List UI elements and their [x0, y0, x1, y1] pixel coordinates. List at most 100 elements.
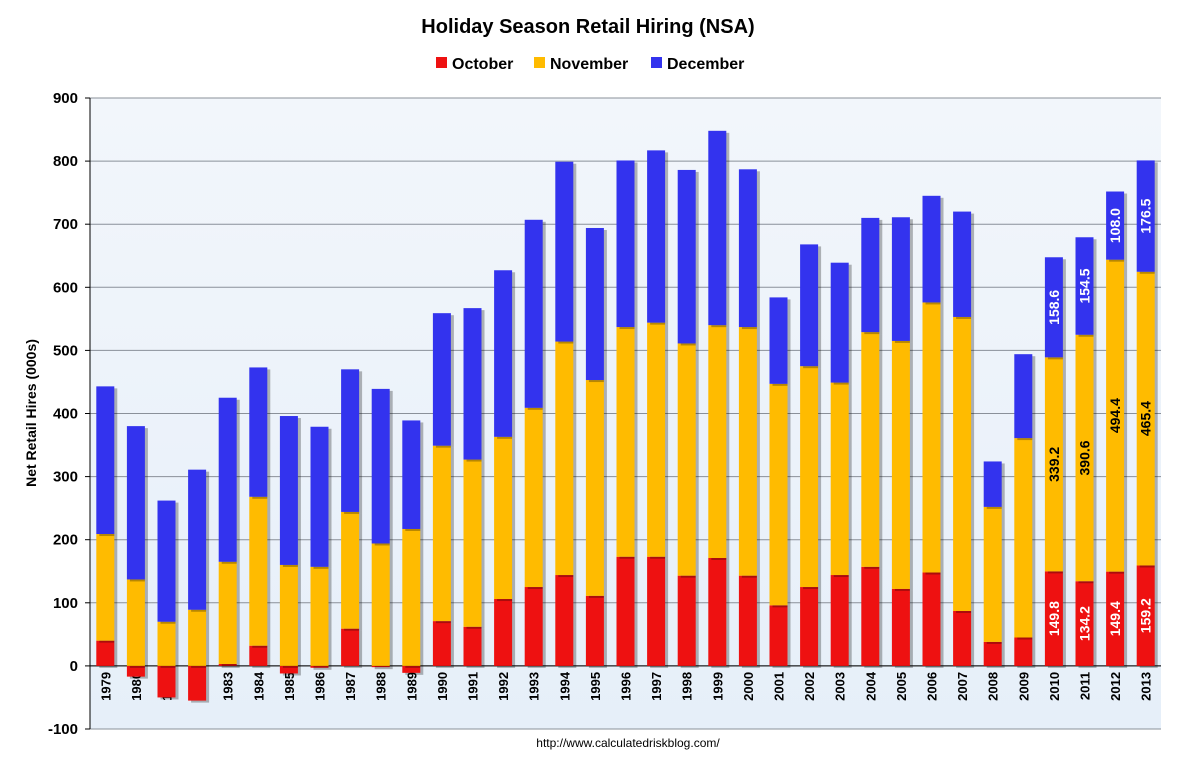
- data-label-december-2012: 108.0: [1107, 208, 1123, 243]
- data-label-december-2011: 154.5: [1077, 268, 1093, 303]
- bar-october-1994: [555, 575, 573, 666]
- x-tick-label-2008: 2008: [986, 672, 1001, 701]
- x-tick-label-1991: 1991: [466, 672, 481, 701]
- bar-november-2008: [984, 507, 1002, 642]
- bar-october-1979: [96, 641, 114, 666]
- bar-november-2003: [831, 383, 849, 575]
- x-tick-label-1983: 1983: [221, 672, 236, 701]
- bar-december-1979: [96, 386, 114, 534]
- legend-swatch-october: [436, 57, 447, 68]
- x-tick-label-2007: 2007: [955, 672, 970, 701]
- bar-november-1997: [647, 323, 665, 557]
- bar-december-1990: [433, 313, 451, 446]
- y-tick-label: 300: [53, 469, 78, 486]
- bar-november-2007: [953, 317, 971, 611]
- data-label-december-2010: 158.6: [1046, 290, 1062, 325]
- x-tick-label-2012: 2012: [1108, 672, 1123, 701]
- chart-title: Holiday Season Retail Hiring (NSA): [421, 16, 754, 38]
- bar-december-2003: [831, 263, 849, 383]
- y-tick-label: 400: [53, 406, 78, 423]
- x-tick-label-2013: 2013: [1139, 672, 1154, 701]
- x-tick-label-2003: 2003: [833, 672, 848, 701]
- bar-december-2000: [739, 169, 757, 327]
- bar-october-1982: [188, 666, 206, 701]
- bar-december-2004: [861, 218, 879, 332]
- bar-december-1998: [678, 170, 696, 344]
- bar-october-2002: [800, 587, 818, 666]
- bar-november-1986: [311, 567, 329, 666]
- bar-october-1992: [494, 599, 512, 666]
- bar-november-1993: [525, 408, 543, 587]
- y-tick-label: 900: [53, 90, 78, 107]
- x-tick-label-1987: 1987: [343, 672, 358, 701]
- bar-november-1983: [219, 562, 237, 664]
- bar-december-1993: [525, 220, 543, 408]
- bar-november-1999: [708, 325, 726, 558]
- bar-december-2006: [923, 196, 941, 303]
- bar-december-2008: [984, 461, 1002, 506]
- bar-december-1985: [280, 416, 298, 565]
- x-tick-label-1990: 1990: [435, 672, 450, 701]
- bar-november-1980: [127, 579, 145, 665]
- x-tick-label-2000: 2000: [741, 672, 756, 701]
- data-label-november-2010: 339.2: [1046, 447, 1062, 482]
- y-tick-label: 200: [53, 532, 78, 549]
- bar-december-1981: [158, 501, 176, 622]
- x-tick-label-1979: 1979: [98, 672, 113, 701]
- x-tick-label-1992: 1992: [496, 672, 511, 701]
- bar-october-1990: [433, 621, 451, 666]
- bar-december-1996: [617, 160, 635, 327]
- x-tick-label-1985: 1985: [282, 672, 297, 701]
- y-tick-label: -100: [48, 721, 78, 738]
- bar-october-2001: [770, 605, 788, 666]
- x-tick-label-2005: 2005: [894, 672, 909, 701]
- bar-shadow: [314, 668, 332, 670]
- bar-november-1982: [188, 610, 206, 666]
- x-tick-label-1988: 1988: [374, 672, 389, 701]
- chart-container: -100 0 100 200 300 400 500 600 700 800 900 1979 1980…: [0, 0, 1177, 769]
- data-label-november-2012: 494.4: [1107, 398, 1123, 433]
- bar-october-2000: [739, 576, 757, 666]
- y-tick-label: 600: [53, 279, 78, 296]
- bar-shadow: [222, 666, 240, 668]
- x-tick-label-1989: 1989: [404, 672, 419, 701]
- source-note: http://www.calculatedriskblog.com/: [536, 736, 720, 750]
- legend-swatch-december: [651, 57, 662, 68]
- x-tick-label-1995: 1995: [588, 672, 603, 701]
- bar-october-1995: [586, 596, 604, 666]
- x-tick-label-2006: 2006: [925, 672, 940, 701]
- bar-october-2003: [831, 575, 849, 666]
- y-tick-label: 700: [53, 216, 78, 233]
- bar-october-2005: [892, 589, 910, 666]
- bar-october-1999: [708, 558, 726, 666]
- bar-december-1997: [647, 150, 665, 322]
- bar-november-2006: [923, 302, 941, 572]
- bar-november-1992: [494, 437, 512, 599]
- bar-november-1998: [678, 343, 696, 575]
- bar-december-1992: [494, 270, 512, 437]
- bar-october-2008: [984, 642, 1002, 666]
- bar-october-1996: [617, 557, 635, 666]
- legend-label-december: December: [667, 56, 744, 73]
- y-tick-label: 500: [53, 342, 78, 359]
- bar-october-1981: [158, 666, 176, 698]
- legend: October November December: [436, 56, 744, 73]
- x-tick-label-1993: 1993: [527, 672, 542, 701]
- bar-october-2009: [1014, 638, 1032, 666]
- x-tick-label-2009: 2009: [1016, 672, 1031, 701]
- bar-november-2002: [800, 366, 818, 587]
- x-tick-label-1986: 1986: [313, 672, 328, 701]
- legend-swatch-november: [534, 57, 545, 68]
- bar-december-1980: [127, 426, 145, 579]
- bar-november-2009: [1014, 438, 1032, 637]
- bar-november-1995: [586, 380, 604, 596]
- bar-december-1994: [555, 162, 573, 342]
- x-tick-label-2004: 2004: [863, 671, 878, 701]
- bar-october-1987: [341, 629, 359, 666]
- bar-december-2005: [892, 217, 910, 341]
- bar-december-2001: [770, 297, 788, 383]
- x-tick-label-2002: 2002: [802, 672, 817, 701]
- bar-october-1993: [525, 587, 543, 666]
- bar-december-1988: [372, 389, 390, 544]
- bar-december-1982: [188, 470, 206, 610]
